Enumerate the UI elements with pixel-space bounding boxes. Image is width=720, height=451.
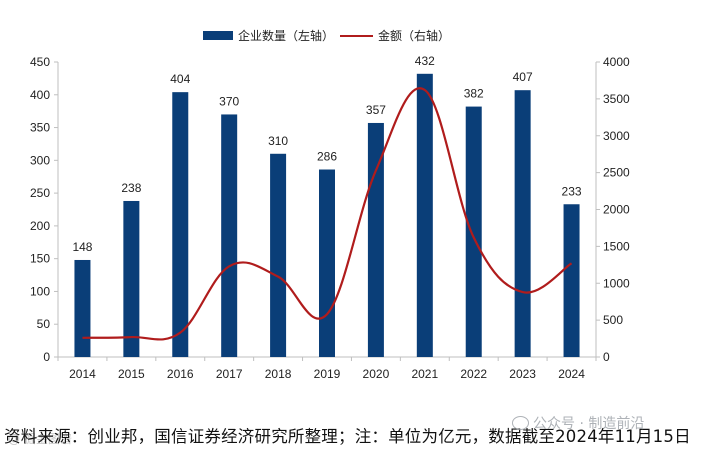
- bar-2024: [563, 204, 580, 357]
- legend: 企业数量（左轴） 金额（右轴）: [203, 28, 450, 43]
- watermark: 公众号 · 制造前沿: [512, 413, 644, 433]
- legend-bar-swatch: [203, 31, 233, 40]
- line-series: [82, 87, 573, 341]
- left-tick-label: 0: [43, 350, 50, 364]
- x-tick-label: 2014: [69, 367, 96, 381]
- left-tick-label: 350: [30, 121, 50, 135]
- bar-label-2018: 310: [268, 134, 288, 148]
- legend-line-label: 金额（右轴）: [378, 28, 450, 43]
- left-tick-label: 400: [30, 88, 50, 102]
- right-axis-ticks: 0 500 1000 1500 2000 2500 3000 3500 4000: [596, 55, 630, 364]
- left-tick-label: 300: [30, 153, 50, 167]
- bar-label-2022: 382: [464, 87, 484, 101]
- x-axis-ticks: 2014 2015 2016 2017 2018 2019 2020 2021 2022 2023…: [57, 357, 597, 381]
- legend-bar-label: 企业数量（左轴）: [238, 28, 334, 43]
- bar-2016: [172, 92, 189, 358]
- x-tick-label: 2021: [411, 367, 438, 381]
- source-note: 资料来源：创业邦，国信证券经济研究所整理；注：单位为亿元，数据截至2024年11…: [4, 427, 691, 446]
- bar-label-2021: 432: [415, 54, 435, 68]
- amount-line: [82, 87, 573, 341]
- right-tick-label: 4000: [603, 55, 630, 69]
- bar-label-2020: 357: [366, 103, 386, 117]
- watermark-text: 公众号 · 制造前沿: [533, 416, 645, 432]
- x-tick-label: 2016: [167, 367, 194, 381]
- right-tick-label: 3500: [603, 92, 630, 106]
- x-tick-label: 2020: [363, 367, 390, 381]
- left-axis-ticks: 0 50 100 150 200 250 300 350 400 450: [30, 55, 58, 364]
- left-tick-label: 450: [30, 55, 50, 69]
- bar-2018: [270, 153, 287, 357]
- bar-2015: [123, 200, 140, 357]
- right-tick-label: 1000: [603, 276, 630, 290]
- left-tick-label: 250: [30, 186, 50, 200]
- left-tick-label: 100: [30, 284, 50, 298]
- bar-2014: [74, 259, 91, 357]
- x-tick-label: 2018: [265, 367, 292, 381]
- right-tick-label: 3000: [603, 129, 630, 143]
- x-tick-label: 2015: [118, 367, 145, 381]
- bar-label-2019: 286: [317, 150, 337, 164]
- bar-2023: [514, 90, 531, 357]
- left-tick-label: 50: [37, 317, 51, 331]
- bar-2019: [319, 169, 335, 357]
- left-tick-label: 150: [30, 252, 50, 266]
- x-tick-label: 2017: [216, 367, 243, 381]
- bar-label-2017: 370: [219, 94, 239, 108]
- right-tick-label: 0: [603, 350, 610, 364]
- bar-2022: [465, 106, 482, 357]
- right-tick-label: 500: [603, 313, 623, 327]
- x-tick-label: 2024: [558, 367, 585, 381]
- right-tick-label: 1500: [603, 239, 630, 253]
- bar-data-labels: 148 238 404 370 310 286 357 432 382 407 233: [72, 54, 581, 254]
- bar-label-2014: 148: [72, 240, 92, 254]
- corner-watermark: @ 掘金图谱: [8, 432, 72, 446]
- x-tick-label: 2023: [509, 367, 536, 381]
- right-tick-label: 2500: [603, 166, 630, 180]
- bar-label-2024: 233: [562, 184, 582, 198]
- x-tick-label: 2022: [460, 367, 487, 381]
- bar-label-2016: 404: [170, 72, 190, 86]
- right-tick-label: 2000: [603, 203, 630, 217]
- bar-2021: [416, 73, 433, 358]
- bar-2017: [221, 114, 238, 357]
- left-tick-label: 200: [30, 219, 50, 233]
- wechat-icon: [512, 416, 529, 430]
- bar-label-2015: 238: [121, 181, 141, 195]
- x-tick-label: 2019: [314, 367, 341, 381]
- bar-label-2023: 407: [513, 70, 533, 84]
